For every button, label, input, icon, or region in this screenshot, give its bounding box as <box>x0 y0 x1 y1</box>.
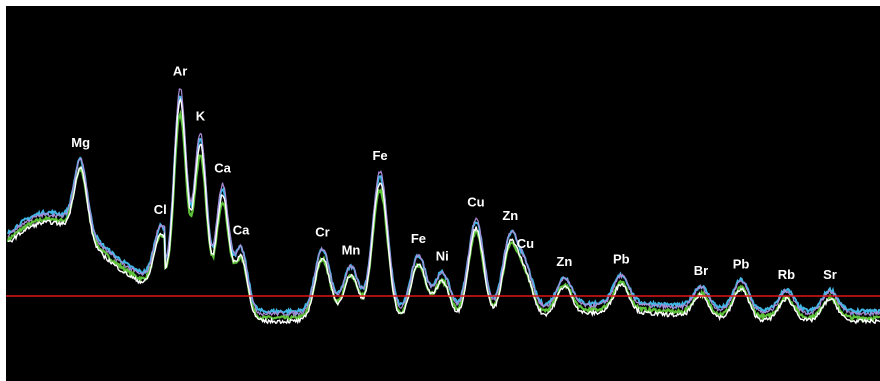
peak-label-br-16: Br <box>694 263 708 278</box>
peak-label-fe-8: Fe <box>372 148 387 163</box>
peak-label-mg-0: Mg <box>71 135 90 150</box>
peak-label-cr-6: Cr <box>315 224 329 239</box>
peak-label-ni-10: Ni <box>436 249 449 264</box>
peak-label-rb-18: Rb <box>778 267 795 282</box>
peak-label-pb-15: Pb <box>613 252 630 267</box>
peak-labels: Mg Cl Ar K Ca Ca Cr Mn Fe Fe Ni Cu Zn Cu Zn Pb Br Pb Rb Sr <box>71 64 837 283</box>
peak-label-ca-5: Ca <box>233 223 250 238</box>
peak-label-sr-19: Sr <box>823 267 837 282</box>
peak-label-cu-11: Cu <box>467 195 484 210</box>
peak-label-mn-7: Mn <box>342 242 361 257</box>
peak-label-ar-2: Ar <box>173 64 187 79</box>
peak-label-k-3: K <box>196 108 206 123</box>
peak-label-cl-1: Cl <box>154 202 167 217</box>
peak-label-ca-4: Ca <box>214 160 231 175</box>
plot-background <box>6 6 880 381</box>
peak-label-zn-14: Zn <box>556 254 572 269</box>
peak-label-fe-9: Fe <box>411 231 426 246</box>
peak-label-pb-17: Pb <box>733 257 750 272</box>
peak-label-zn-12: Zn <box>502 208 518 223</box>
series-layer <box>6 88 880 325</box>
series-white <box>7 97 880 325</box>
series-purple <box>7 88 880 318</box>
peak-label-cu-13: Cu <box>517 236 534 251</box>
